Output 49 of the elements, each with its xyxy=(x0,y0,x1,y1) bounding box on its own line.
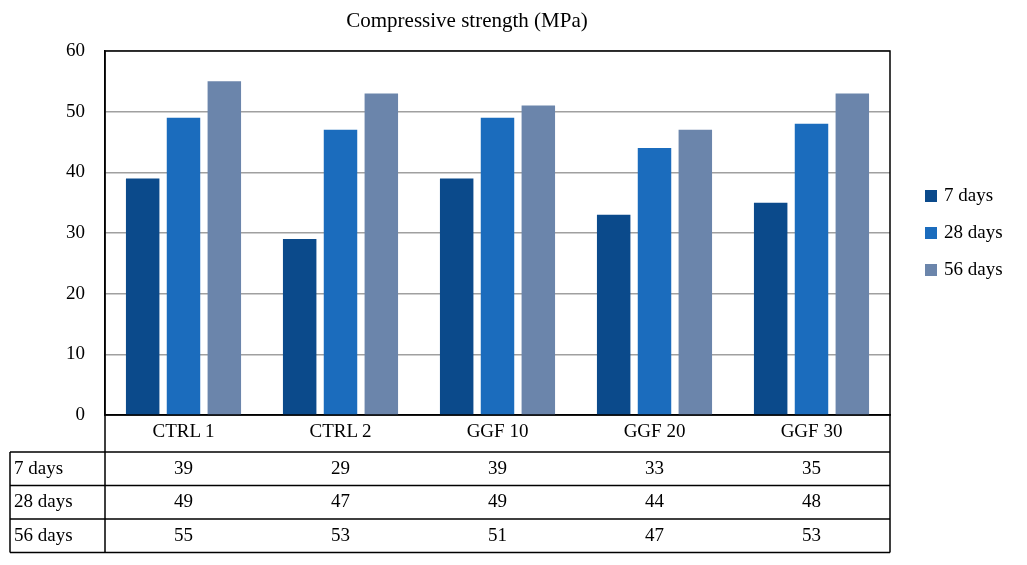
bar xyxy=(480,117,515,415)
data-label: 39 xyxy=(488,456,507,478)
bar xyxy=(794,123,829,415)
legend-label: 28 days xyxy=(944,220,1003,242)
bar xyxy=(207,81,242,415)
legend-label: 7 days xyxy=(944,183,994,205)
text: 56 days xyxy=(14,523,73,545)
data-label: 48 xyxy=(802,490,821,512)
y-tick-label: 10 xyxy=(66,342,85,364)
data-label: 29 xyxy=(331,456,350,478)
data-label: 53 xyxy=(802,523,821,545)
bar xyxy=(835,93,870,415)
y-tick-label: 30 xyxy=(66,220,85,242)
bar xyxy=(596,214,631,415)
text: 7 days xyxy=(14,456,64,478)
data-label: 47 xyxy=(331,490,350,512)
data-label: 53 xyxy=(331,523,350,545)
x-tick-label: CTRL 1 xyxy=(152,420,215,442)
data-label: 47 xyxy=(645,523,664,545)
bar xyxy=(166,117,201,415)
data-label: 39 xyxy=(174,456,193,478)
chart-title: Compressive strength (MPa) xyxy=(346,7,588,32)
text: 28 days xyxy=(14,490,73,512)
y-tick-label: 20 xyxy=(66,281,85,303)
bar xyxy=(282,239,317,415)
bar xyxy=(753,202,788,415)
data-label: 55 xyxy=(174,523,193,545)
x-tick-label: GGF 30 xyxy=(780,420,843,442)
legend-label: 56 days xyxy=(944,257,1003,279)
x-tick-label: CTRL 2 xyxy=(309,420,372,442)
bar xyxy=(678,129,713,415)
y-tick-label: 60 xyxy=(66,38,85,60)
bar xyxy=(521,105,556,415)
data-label: 35 xyxy=(802,456,821,478)
x-tick-label: GGF 10 xyxy=(466,420,529,442)
data-label: 49 xyxy=(488,490,507,512)
data-label: 33 xyxy=(645,456,664,478)
y-tick-label: 0 xyxy=(75,402,85,424)
data-label: 51 xyxy=(488,523,507,545)
x-tick-label: GGF 20 xyxy=(623,420,686,442)
bar xyxy=(364,93,399,415)
data-label: 44 xyxy=(645,490,665,512)
bar xyxy=(323,129,358,415)
bar xyxy=(125,178,160,415)
bar xyxy=(439,178,474,415)
data-label: 49 xyxy=(174,490,193,512)
bar xyxy=(637,148,672,415)
y-tick-label: 50 xyxy=(66,99,85,121)
y-tick-label: 40 xyxy=(66,160,85,182)
